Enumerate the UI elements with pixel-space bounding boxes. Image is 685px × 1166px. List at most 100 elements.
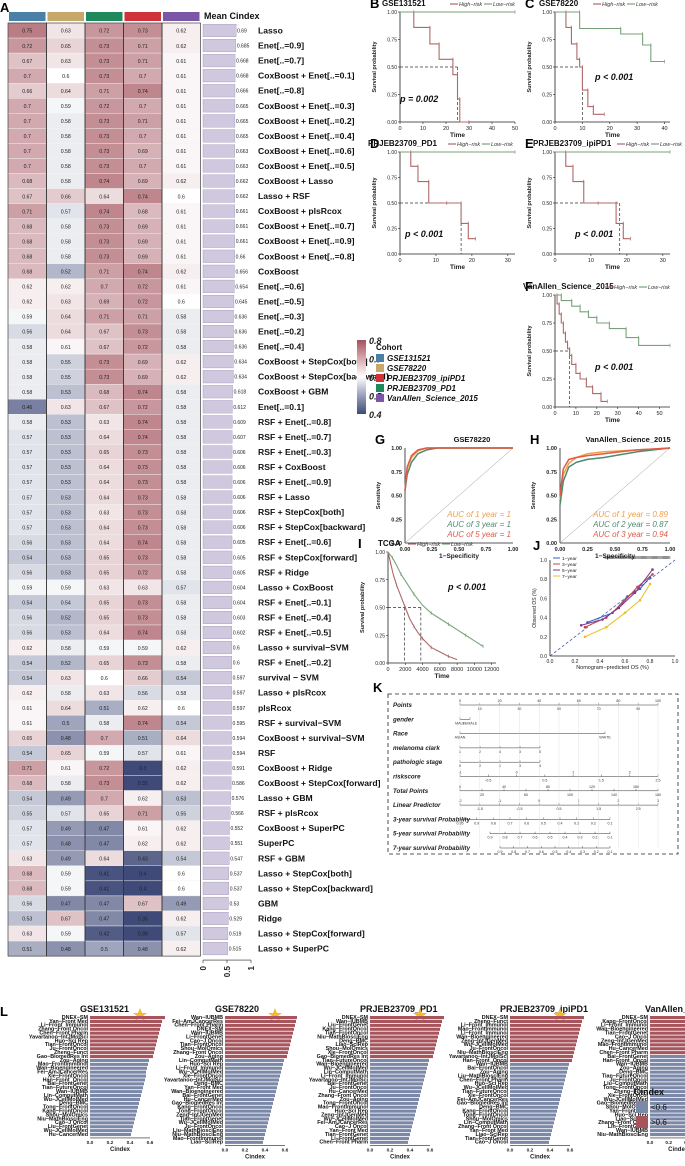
heatmap-cell-value: 0.67 bbox=[99, 345, 109, 351]
heatmap-cell-value: 0.73 bbox=[138, 465, 148, 471]
model-label: Enet[..=0.5] bbox=[258, 296, 304, 306]
legend-label-low: Low−risk bbox=[660, 142, 682, 148]
heatmap-cell-value: 0.74 bbox=[99, 179, 109, 185]
bar-label: Xie−FrontOncol bbox=[48, 1073, 89, 1079]
km-curve-high bbox=[400, 151, 476, 240]
x-tick-label: 10 bbox=[433, 258, 439, 264]
nomogram-row-label: Race bbox=[393, 731, 408, 738]
heatmap-cell-value: 0.53 bbox=[61, 465, 71, 471]
bar-label: Kang−FrontOncol bbox=[322, 1027, 368, 1033]
bar-label: Zhang−Front Oncol bbox=[173, 1050, 223, 1056]
nomogram-tick-label: 4 bbox=[539, 764, 541, 768]
legend-label-high: High−risk bbox=[459, 2, 482, 8]
heatmap-cell-value: 0.73 bbox=[138, 495, 148, 501]
mean-cindex-bar bbox=[202, 580, 233, 594]
panel-title: PRJEB23709_ipiPD1 bbox=[533, 139, 612, 148]
bar-group-title: PRJEB23709_PD1 bbox=[360, 1004, 438, 1014]
bar-label: Zou−Aging bbox=[480, 1070, 508, 1076]
cindex-bar bbox=[225, 1047, 289, 1051]
cindex-bar bbox=[370, 1074, 425, 1078]
heatmap-cell-value: 0.73 bbox=[138, 601, 148, 607]
x-axis-label: Time bbox=[605, 264, 620, 271]
x-tick-label: 0.6 bbox=[622, 659, 629, 665]
model-label: Lasso + StepCox[both] bbox=[258, 868, 352, 878]
heatmap-cell-value: 0.61 bbox=[176, 285, 186, 291]
color-scale-tick: 0.6 bbox=[369, 373, 383, 383]
heatmap-cell-value: 0.57 bbox=[22, 510, 32, 516]
mean-cindex-bar bbox=[202, 39, 237, 53]
nomogram-frame bbox=[387, 693, 679, 855]
y-tick-label: 0.25 bbox=[542, 377, 552, 383]
cohort-legend-swatch bbox=[376, 394, 384, 402]
bar-label: Huo−Sci Rep bbox=[475, 1081, 509, 1087]
heatmap-cell-value: 0.57 bbox=[22, 450, 32, 456]
legend-label-low: Low−risk bbox=[451, 542, 473, 548]
nomogram-tick-label: 0.3 bbox=[578, 836, 583, 840]
heatmap-cell-value: 0.68 bbox=[99, 390, 109, 396]
bar-label: Niu−MathBiosciEng bbox=[457, 1050, 508, 1056]
mean-cindex-bar bbox=[202, 611, 233, 624]
km-curve-high bbox=[400, 11, 469, 123]
cindex-bar bbox=[510, 1055, 573, 1059]
mean-cindex-bar bbox=[202, 806, 231, 820]
bar-x-axis-label: Cindex bbox=[110, 1147, 131, 1153]
bar-label: Liu−FrontGenet bbox=[48, 1124, 88, 1130]
heatmap-cell-value: 0.58 bbox=[176, 540, 186, 546]
nomogram-tick-label: 120 bbox=[589, 785, 595, 789]
model-label: RSF + CoxBoost bbox=[258, 462, 326, 472]
mean-cindex-value: 0.662 bbox=[236, 179, 249, 185]
model-label: RSF + Enet[..=0.7] bbox=[258, 432, 331, 442]
x-tick-label: 1.00 bbox=[508, 547, 519, 553]
heatmap-cell-value: 0.73 bbox=[138, 525, 148, 531]
heatmap-cell-value: 0.64 bbox=[99, 465, 109, 471]
heatmap-cell-value: 0.53 bbox=[22, 917, 32, 923]
bar-label: Liao−SciRep bbox=[335, 1042, 368, 1048]
cindex-bar bbox=[510, 1039, 577, 1043]
panel-letter: F bbox=[525, 279, 533, 294]
heatmap-cell-value: 0.58 bbox=[61, 646, 71, 652]
y-tick-label: 0.00 bbox=[542, 120, 552, 126]
bar-group-title: GSE131521 bbox=[80, 1004, 129, 1014]
bar-x-tick-label: 0.0 bbox=[507, 1148, 514, 1154]
heatmap-cell-value: 0.58 bbox=[61, 781, 71, 787]
cindex-bar bbox=[370, 1047, 435, 1051]
cindex-bar bbox=[370, 1105, 417, 1109]
heatmap-cell-value: 0.57 bbox=[176, 586, 186, 592]
bar-label: Wan−IUBMB bbox=[336, 1019, 368, 1025]
bar-label: Liu−MathBiosciEng bbox=[173, 1128, 223, 1134]
cindex-bar bbox=[225, 1094, 275, 1098]
bar-label: Gao−BiomedRes Int bbox=[317, 1054, 369, 1060]
heatmap-cell-value: 0.64 bbox=[99, 480, 109, 486]
bar-label: Zeng−IntJGenMed bbox=[461, 1038, 508, 1044]
bar-label: Wu−JCellMolMed bbox=[44, 1128, 88, 1134]
cindex-bar bbox=[225, 1140, 263, 1144]
model-label: Ridge bbox=[258, 913, 282, 923]
nomogram-tick-label: 0.5 bbox=[553, 850, 558, 854]
panel-letter: D bbox=[370, 136, 379, 151]
mean-cindex-value: 0.53 bbox=[229, 901, 239, 907]
cindex-bar bbox=[510, 1125, 553, 1129]
heatmap-cell-value: 0.54 bbox=[61, 601, 71, 607]
heatmap-cell-value: 0.73 bbox=[99, 254, 109, 260]
mean-cindex-bar bbox=[202, 129, 236, 143]
x-tick-label: 0.4 bbox=[597, 659, 604, 665]
cindex-bar bbox=[370, 1082, 423, 1086]
bar-x-tick-label: 0.0 bbox=[87, 1140, 94, 1146]
cindex-bar bbox=[370, 1140, 408, 1144]
bar-label: DNEX−SM bbox=[342, 1015, 369, 1021]
heatmap-cell-value: 0.65 bbox=[99, 616, 109, 622]
nomogram-tick-label: 0.7 bbox=[518, 836, 523, 840]
nomogram-tick-label: 1 bbox=[499, 764, 501, 768]
bar-label: Wan−IUBMB bbox=[616, 1128, 648, 1134]
heatmap-cell-value: 0.67 bbox=[22, 194, 32, 200]
cindex-bar bbox=[225, 1023, 295, 1027]
heatmap-cell-value: 0.58 bbox=[176, 571, 186, 577]
heatmap-cell-value: 0.62 bbox=[176, 179, 186, 185]
heatmap-cell-value: 0.7 bbox=[139, 164, 146, 170]
heatmap-cell-value: 0.68 bbox=[22, 239, 32, 245]
heatmap-cell-value: 0.6 bbox=[101, 676, 108, 682]
heatmap-cell-value: 0.62 bbox=[176, 646, 186, 652]
cindex-bar bbox=[510, 1019, 582, 1023]
y-tick-label: 0.50 bbox=[375, 606, 385, 612]
heatmap-cell-value: 0.58 bbox=[176, 616, 186, 622]
